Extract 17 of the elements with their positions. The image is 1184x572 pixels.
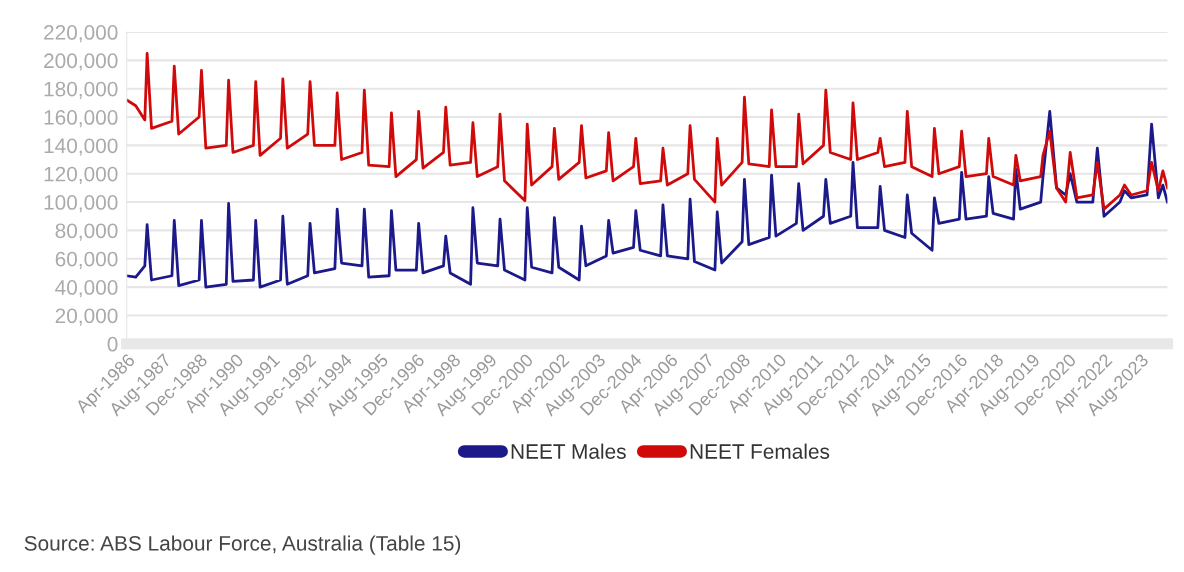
y-tick-label: 0 xyxy=(107,336,118,352)
legend-label: NEET Males xyxy=(511,443,626,459)
legend-label: NEET Females xyxy=(690,443,830,459)
y-tick-label: 60,000 xyxy=(55,251,118,269)
y-tick-label: 80,000 xyxy=(55,223,118,241)
y-tick-label: 200,000 xyxy=(44,53,118,71)
line-series xyxy=(126,109,1168,289)
y-tick-label: 40,000 xyxy=(55,280,118,298)
y-tick-label: 20,000 xyxy=(55,308,118,326)
y-tick-label: 120,000 xyxy=(44,166,118,184)
y-tick-label: 180,000 xyxy=(44,81,118,99)
line-series xyxy=(126,51,1168,211)
y-tick-label: 140,000 xyxy=(44,138,118,156)
y-tick-label: 100,000 xyxy=(44,195,118,213)
y-tick-label: 160,000 xyxy=(44,110,118,128)
y-tick-label: 220,000 xyxy=(44,25,118,43)
source-note: Source: ABS Labour Force, Australia (Table 15) xyxy=(24,535,461,555)
